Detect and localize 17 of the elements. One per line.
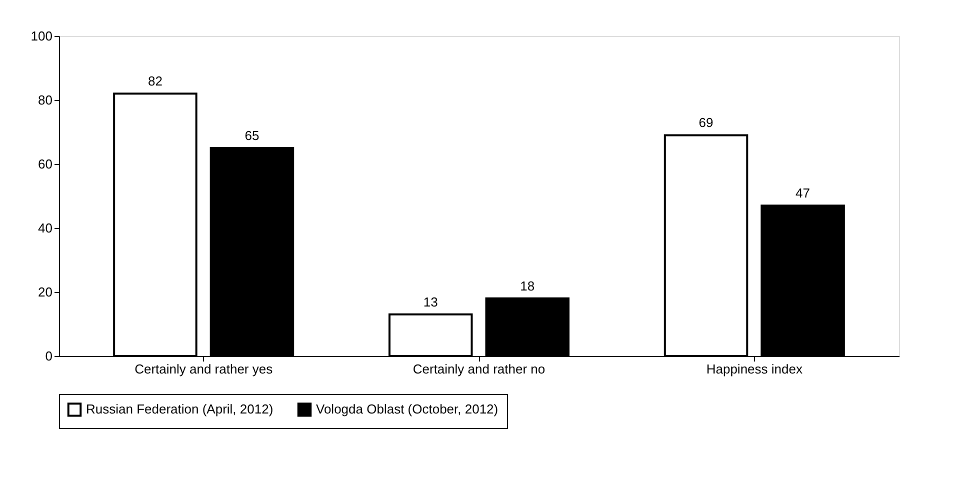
y-tick-label: 0 (45, 348, 52, 364)
y-tick-label: 40 (38, 220, 52, 236)
y-tick-label: 60 (38, 156, 52, 172)
data-label: 13 (423, 294, 438, 310)
y-tick-label: 20 (38, 284, 52, 300)
x-tick-label: Certainly and rather yes (134, 362, 274, 376)
y-tick-label: 100 (30, 28, 52, 44)
data-label: 82 (148, 74, 162, 89)
data-label: 65 (244, 128, 260, 143)
x-tick-label: Certainly and rather no (412, 362, 546, 376)
x-tick-label: Happiness index (706, 362, 803, 376)
data-label: 47 (796, 186, 810, 201)
data-label: 18 (520, 278, 535, 294)
legend-label: Russian Federation (April, 2012) (86, 402, 274, 417)
y-tick-label: 80 (38, 92, 52, 108)
data-label: 69 (698, 115, 714, 130)
legend-label: Vologda Oblast (October, 2012) (316, 402, 498, 417)
